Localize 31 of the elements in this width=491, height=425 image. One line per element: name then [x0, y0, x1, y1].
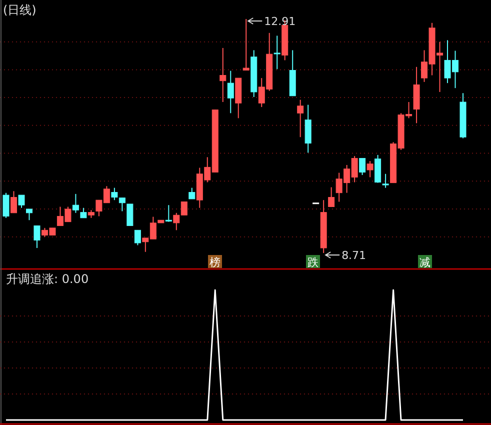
- candlestick: [382, 173, 389, 188]
- annotation: 8.71: [342, 249, 366, 262]
- candlestick: [227, 70, 234, 114]
- candlestick: [134, 230, 141, 246]
- candlestick: [366, 160, 374, 178]
- candlestick: [111, 187, 118, 201]
- candlestick: [188, 187, 196, 200]
- candlestick: [242, 18, 250, 71]
- candlestick: [10, 190, 17, 214]
- candlestick: [274, 35, 280, 70]
- text: 减: [420, 256, 430, 269]
- candlestick: [18, 194, 25, 208]
- candlestick: [34, 225, 40, 248]
- candlestick: [165, 204, 172, 222]
- candlestick: [72, 193, 79, 214]
- candlestick: [220, 47, 226, 103]
- candlestick: [118, 197, 126, 212]
- candlestick: [374, 154, 382, 184]
- candlestick: [126, 203, 134, 226]
- candlestick: [297, 99, 304, 138]
- candlestick: [26, 208, 32, 221]
- candlestick: [359, 158, 366, 176]
- candlestick: [80, 207, 87, 218]
- text: 榜: [210, 256, 220, 269]
- chart-title: 升调追涨: 0.00: [6, 272, 89, 286]
- candlestick: [2, 192, 10, 218]
- text: 跌: [308, 256, 318, 269]
- chart-title: (日线): [3, 3, 36, 17]
- candlestick: [328, 186, 335, 208]
- annotation: 12.91: [264, 15, 296, 28]
- candlestick: [304, 104, 312, 154]
